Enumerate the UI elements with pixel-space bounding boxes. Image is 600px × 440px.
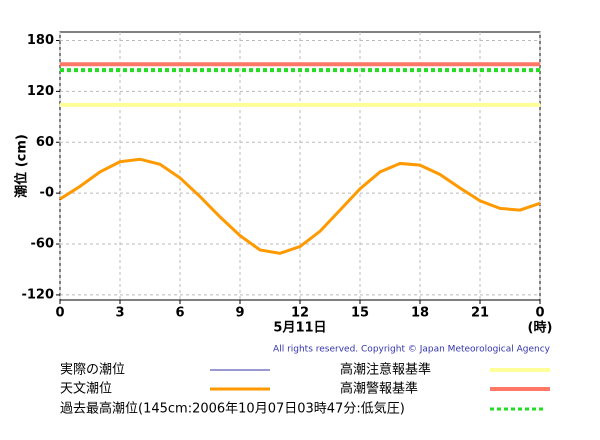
x-tick-label: 0 — [535, 306, 544, 321]
x-axis-label: 5月11日 — [273, 321, 326, 336]
x-tick-label: 15 — [351, 306, 369, 321]
x-unit: (時) — [528, 320, 553, 336]
x-tick-label: 12 — [291, 306, 309, 321]
legend-label: 実際の潮位 — [60, 362, 125, 378]
x-tick-label: 9 — [235, 306, 244, 321]
y-tick-label: 180 — [27, 33, 54, 48]
y-tick-label: -60 — [31, 237, 55, 252]
y-tick-label: -0 — [40, 186, 54, 201]
x-tick-label: 3 — [115, 306, 124, 321]
x-tick-label: 21 — [471, 306, 489, 321]
x-tick-label: 6 — [175, 306, 184, 321]
legend-label: 高潮注意報基準 — [340, 362, 431, 378]
legend-label: 過去最高潮位(145cm:2006年10月07日03時47分:低気圧) — [60, 401, 405, 417]
legend-label: 高潮警報基準 — [340, 381, 418, 397]
y-tick-label: 120 — [27, 84, 54, 99]
y-tick-label: -120 — [21, 287, 54, 302]
y-tick-label: 60 — [36, 135, 54, 150]
legend-label: 天文潮位 — [60, 382, 112, 397]
credit: All rights reserved. Copyright © Japan M… — [273, 345, 551, 355]
y-axis-label: 潮位 (cm) — [14, 134, 30, 198]
series-line — [59, 157, 541, 255]
x-tick-label: 0 — [55, 306, 64, 321]
x-tick-label: 18 — [411, 306, 429, 321]
